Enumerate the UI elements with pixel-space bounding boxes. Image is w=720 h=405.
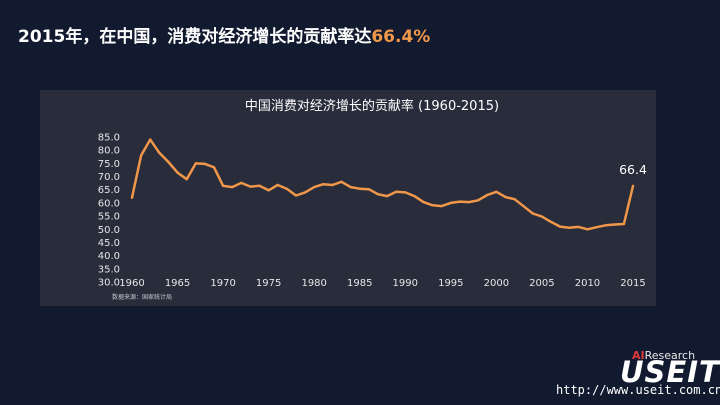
y-axis: 85.0 80.0 75.0 70.0 65.0 60.0 55.0 50.0 45.0 40.0… bbox=[98, 133, 120, 289]
y-tick-label: 50.0 bbox=[98, 225, 120, 236]
data-point bbox=[340, 180, 343, 183]
line-chart: 中国消费对经济增长的贡献率 (1960-2015) 85.0 80.0 75.0 70… bbox=[98, 98, 647, 301]
data-point bbox=[294, 194, 298, 197]
data-point bbox=[577, 225, 580, 229]
data-point bbox=[221, 184, 225, 187]
data-point bbox=[404, 191, 407, 194]
y-tick-label: 30.0 bbox=[98, 278, 120, 289]
end-value-label: 66.4 bbox=[619, 162, 647, 177]
data-point bbox=[595, 226, 598, 229]
data-point bbox=[486, 193, 489, 197]
series-line bbox=[130, 138, 635, 231]
source-note: 数据来源：国家统计局 bbox=[112, 293, 172, 301]
x-tick-label: 1980 bbox=[301, 278, 326, 289]
data-point bbox=[467, 200, 471, 204]
data-point bbox=[367, 188, 370, 191]
data-point bbox=[504, 195, 507, 199]
x-tick-label: 1960 bbox=[119, 278, 144, 289]
y-tick-label: 45.0 bbox=[98, 238, 120, 249]
data-point bbox=[139, 154, 143, 157]
data-point bbox=[285, 187, 289, 191]
brand-research: Research bbox=[644, 349, 696, 362]
data-point bbox=[185, 178, 188, 181]
x-tick-label: 2005 bbox=[529, 278, 554, 289]
data-point bbox=[303, 191, 307, 194]
x-tick-label: 2015 bbox=[620, 278, 645, 289]
data-point bbox=[449, 201, 452, 205]
data-point bbox=[231, 185, 234, 189]
data-point bbox=[176, 171, 179, 174]
data-point bbox=[413, 194, 416, 198]
headline: 2015年，在中国，消费对经济增长的贡献率达66.4% bbox=[18, 22, 430, 47]
data-point bbox=[212, 166, 216, 169]
data-point bbox=[431, 204, 434, 207]
y-tick-label: 40.0 bbox=[98, 251, 120, 262]
data-point bbox=[313, 185, 316, 189]
data-point bbox=[513, 198, 516, 201]
data-point bbox=[604, 224, 607, 227]
data-point bbox=[276, 183, 279, 187]
y-tick-label: 35.0 bbox=[98, 264, 120, 275]
data-point bbox=[240, 181, 243, 185]
data-point bbox=[203, 162, 207, 166]
data-point bbox=[167, 160, 170, 164]
data-point bbox=[549, 220, 553, 224]
chart-panel: 中国消费对经济增长的贡献率 (1960-2015) 85.0 80.0 75.0 70… bbox=[40, 90, 656, 306]
source-url: http://www.useit.com.cn bbox=[556, 383, 720, 397]
x-axis: 1960 1965 1970 1975 1980 1985 1990 1995 2000 2005… bbox=[119, 278, 645, 289]
series-layer bbox=[130, 138, 635, 231]
data-point bbox=[194, 162, 197, 165]
data-point bbox=[385, 194, 389, 198]
chart-title: 中国消费对经济增长的贡献率 (1960-2015) bbox=[245, 98, 499, 114]
data-point bbox=[358, 187, 361, 190]
data-point bbox=[540, 215, 544, 218]
data-point bbox=[376, 193, 380, 196]
data-point bbox=[458, 200, 462, 203]
data-point bbox=[558, 225, 562, 228]
x-tick-label: 2010 bbox=[575, 278, 600, 289]
data-point bbox=[522, 205, 525, 208]
data-point bbox=[586, 228, 589, 231]
data-point bbox=[476, 199, 480, 202]
data-point bbox=[631, 184, 635, 188]
data-point bbox=[149, 138, 152, 141]
brand-airesearch: AIResearch bbox=[632, 349, 695, 362]
x-tick-label: 1975 bbox=[256, 278, 281, 289]
data-point bbox=[158, 151, 161, 154]
data-point bbox=[531, 212, 534, 215]
y-tick-label: 60.0 bbox=[98, 198, 120, 209]
data-point bbox=[258, 184, 261, 187]
x-tick-label: 1965 bbox=[165, 278, 190, 289]
data-point bbox=[267, 189, 270, 192]
x-tick-label: 1995 bbox=[438, 278, 463, 289]
y-tick-label: 75.0 bbox=[98, 159, 120, 170]
y-tick-label: 80.0 bbox=[98, 146, 120, 157]
data-point bbox=[495, 190, 498, 193]
x-tick-label: 1990 bbox=[393, 278, 418, 289]
data-point bbox=[440, 204, 443, 208]
data-point bbox=[349, 185, 352, 189]
data-point bbox=[422, 200, 425, 204]
data-point bbox=[249, 185, 252, 188]
y-tick-label: 70.0 bbox=[98, 172, 120, 183]
data-point bbox=[568, 226, 571, 229]
data-point bbox=[622, 222, 626, 226]
headline-value: 66.4% bbox=[371, 27, 431, 47]
data-point bbox=[130, 196, 134, 199]
brand-ai: AI bbox=[632, 349, 645, 362]
x-tick-label: 1985 bbox=[347, 278, 372, 289]
y-tick-label: 65.0 bbox=[98, 185, 120, 196]
x-tick-label: 1970 bbox=[210, 278, 235, 289]
brand-useit-logo: USEIT bbox=[620, 355, 720, 389]
data-point bbox=[613, 223, 616, 226]
y-tick-label: 85.0 bbox=[98, 133, 120, 144]
x-tick-label: 2000 bbox=[484, 278, 509, 289]
data-point bbox=[331, 183, 334, 187]
headline-prefix: 2015年，在中国，消费对经济增长的贡献率达 bbox=[18, 27, 372, 47]
data-point bbox=[395, 190, 398, 193]
y-tick-label: 55.0 bbox=[98, 212, 120, 223]
data-point bbox=[322, 183, 325, 186]
